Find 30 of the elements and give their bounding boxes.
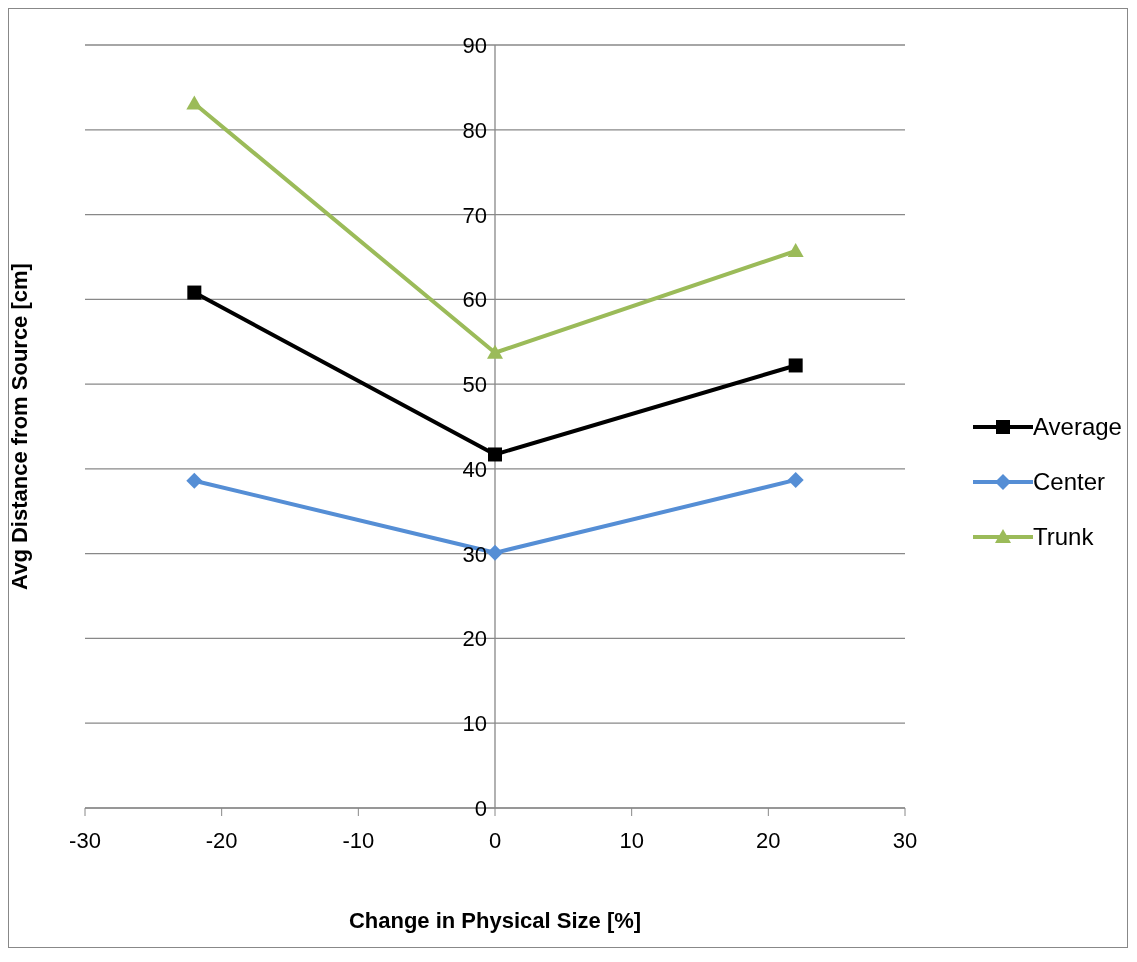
y-tick-label: 10 — [462, 711, 487, 737]
x-tick-label: -30 — [69, 827, 101, 853]
point — [787, 471, 804, 488]
legend-label: Average — [1033, 412, 1122, 441]
x-tick-label: -10 — [342, 827, 375, 853]
x-tick-label: -20 — [205, 827, 238, 853]
y-tick-label: 30 — [462, 541, 487, 567]
y-tick-label: 70 — [462, 202, 487, 228]
x-tick-label: 10 — [619, 827, 644, 853]
y-tick-label: 0 — [474, 796, 487, 821]
y-tick-label: 60 — [462, 287, 487, 313]
x-tick-label: 30 — [892, 827, 918, 853]
point — [487, 344, 503, 359]
y-axis-title: Avg Distance from Source [cm] — [6, 263, 32, 590]
y-tick-label: 90 — [462, 33, 487, 58]
point — [788, 358, 803, 373]
x-tick-label: 20 — [756, 827, 781, 853]
point — [186, 95, 203, 110]
point — [488, 447, 502, 462]
point — [187, 285, 202, 300]
y-tick-label: 40 — [462, 456, 487, 482]
point — [487, 544, 503, 561]
y-tick-label: 20 — [462, 626, 487, 652]
point — [186, 472, 203, 489]
y-tick-label: 50 — [462, 372, 487, 398]
legend-label: Trunk — [1033, 522, 1094, 551]
x-axis-title: Change in Physical Size [%] — [348, 908, 642, 933]
legend-label: Center — [1033, 467, 1106, 496]
point — [787, 243, 804, 258]
y-tick-label: 80 — [462, 117, 487, 143]
